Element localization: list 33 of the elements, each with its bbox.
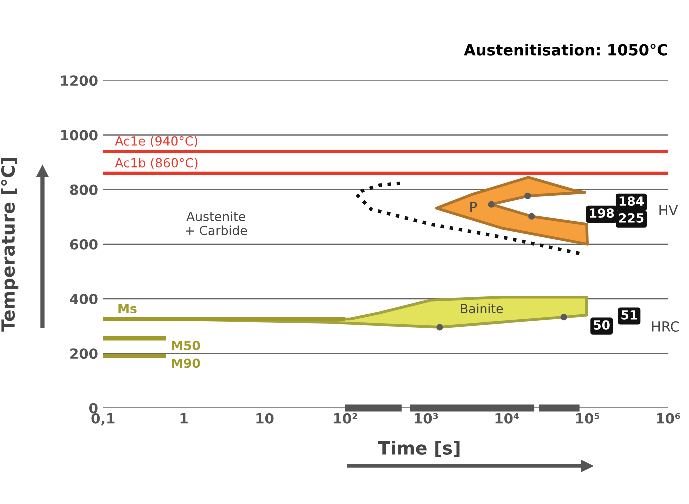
annotation: HV xyxy=(660,205,678,216)
ref-line-label: Ac1b (860°C) xyxy=(115,158,198,170)
x-tick-label: 0,1 xyxy=(92,413,115,426)
y-tick-label: 200 xyxy=(70,348,98,360)
annotation: P xyxy=(470,202,478,212)
x-tick-label: 10⁵ xyxy=(576,413,600,424)
x-tick-label: 10² xyxy=(334,413,358,424)
series-label: M90 xyxy=(172,358,200,368)
annotation: 198 xyxy=(590,208,614,218)
annotation: 184 xyxy=(620,196,644,206)
x-tick-label: 10 xyxy=(256,413,274,424)
annotation: Austenite + Carbide xyxy=(186,212,248,236)
annotation: Bainite xyxy=(461,304,504,314)
y-axis-title: Temperature [°C] xyxy=(1,158,19,332)
series-label: M50 xyxy=(172,341,200,350)
x-tick-label: 1 xyxy=(180,414,188,424)
x-tick-label: 10³ xyxy=(415,413,438,424)
y-tick-label: 400 xyxy=(70,294,98,305)
annotation: 51 xyxy=(622,310,638,320)
annotation: HRC xyxy=(652,322,680,332)
annotation: 225 xyxy=(619,213,644,223)
y-tick-label: 1000 xyxy=(61,130,98,141)
y-tick-label: 0 xyxy=(89,403,98,414)
y-tick-label: 800 xyxy=(70,184,98,196)
y-tick-label: 600 xyxy=(70,239,98,250)
y-tick-label: 1200 xyxy=(61,76,98,86)
ref-line-label: Ac1e (940°C) xyxy=(115,136,198,148)
x-axis-title: Time [s] xyxy=(378,441,460,458)
series-label: Ms xyxy=(118,304,137,314)
x-tick-label: 10⁶ xyxy=(657,413,680,424)
x-tick-label: 10⁴ xyxy=(496,413,520,424)
annotation: 50 xyxy=(594,320,610,330)
chart-title: Austenitisation: 1050°C xyxy=(464,44,668,56)
